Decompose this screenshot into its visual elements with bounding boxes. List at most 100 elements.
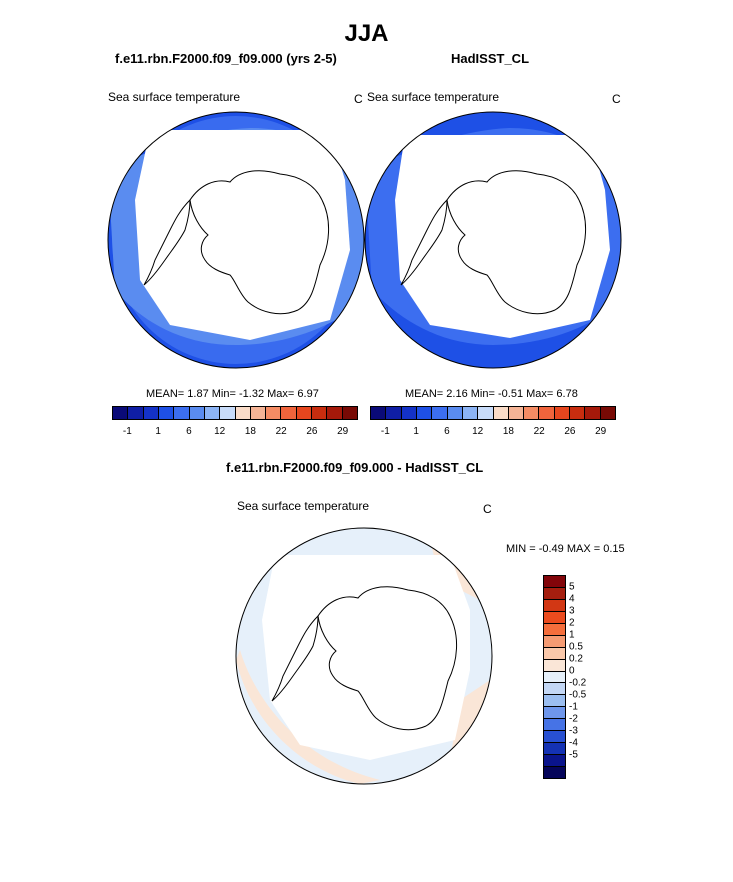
min-label: Min= bbox=[470, 388, 495, 400]
colorbar-swatch bbox=[544, 576, 565, 588]
panel1-units: C bbox=[354, 92, 363, 106]
colorbar-tick-label: 26 bbox=[306, 426, 318, 437]
figure-title: JJA bbox=[344, 20, 389, 47]
colorbar-swatch bbox=[600, 407, 615, 419]
panel3-max: 0.15 bbox=[603, 543, 625, 555]
colorbar-swatch bbox=[544, 695, 565, 708]
colorbar-tick-label: -1 bbox=[380, 426, 390, 437]
mean-label: MEAN= bbox=[146, 388, 185, 400]
panel2-mean: 2.16 bbox=[446, 388, 468, 400]
colorbar-swatch bbox=[478, 407, 494, 419]
colorbar-tick-label: 18 bbox=[502, 426, 514, 437]
colorbar-tick-label: 12 bbox=[472, 426, 484, 437]
panel2-title: HadISST_CL bbox=[451, 51, 530, 66]
colorbar-tick-label: -1 bbox=[122, 426, 132, 437]
colorbar-tick-label: 0.5 bbox=[569, 641, 583, 653]
colorbar-swatch bbox=[544, 659, 565, 672]
colorbar-tick-label: 0 bbox=[569, 665, 575, 677]
mean-label: MEAN= bbox=[405, 388, 444, 400]
colorbar-swatch bbox=[585, 407, 601, 419]
colorbar-tick-label: 29 bbox=[337, 426, 349, 437]
panel1-title: f.e11.rbn.F2000.f09_f09.000 (yrs 2-5) bbox=[115, 51, 337, 66]
panel2-variable: Sea surface temperature bbox=[367, 90, 500, 104]
colorbar-tick-label: -0.2 bbox=[569, 677, 587, 689]
colorbar-tick-label: 6 bbox=[186, 426, 192, 437]
max-label: Max= bbox=[526, 388, 554, 400]
panel3-min: -0.49 bbox=[538, 543, 564, 555]
colorbar-swatch bbox=[204, 407, 221, 419]
colorbar-swatch bbox=[312, 407, 328, 419]
colorbar-swatch bbox=[570, 407, 586, 419]
colorbar-swatch bbox=[544, 635, 565, 648]
colorbar-swatch bbox=[544, 719, 565, 732]
diff-max-label: MAX = bbox=[566, 543, 601, 555]
colorbar-swatch bbox=[544, 623, 565, 636]
colorbar-diff bbox=[543, 575, 566, 779]
colorbar-tick-label: 5 bbox=[569, 581, 575, 593]
colorbar-swatch bbox=[128, 407, 144, 419]
colorbar-tick-label: -2 bbox=[569, 713, 578, 725]
colorbar-swatch bbox=[524, 407, 540, 419]
colorbar-tick-label: 18 bbox=[244, 426, 256, 437]
colorbar-swatch bbox=[544, 731, 565, 744]
colorbar-swatch bbox=[371, 407, 387, 419]
panel1-variable: Sea surface temperature bbox=[108, 90, 241, 104]
panel1-mean: 1.87 bbox=[187, 388, 209, 400]
colorbar-swatch bbox=[508, 407, 525, 419]
panel3-stats: MIN = -0.49 MAX = 0.15 bbox=[506, 543, 625, 555]
colorbar-swatch bbox=[113, 407, 129, 419]
colorbar-swatch bbox=[493, 407, 509, 419]
colorbar-swatch bbox=[386, 407, 402, 419]
colorbar-swatch bbox=[189, 407, 205, 419]
colorbar-swatch bbox=[544, 599, 565, 612]
colorbar-swatch bbox=[447, 407, 463, 419]
panel1-stats: MEAN= 1.87 Min= -1.32 Max= 6.97 bbox=[146, 388, 319, 400]
colorbar-swatch bbox=[158, 407, 175, 419]
colorbar-tick-label: 3 bbox=[569, 605, 575, 617]
colorbar-swatch bbox=[544, 611, 565, 624]
colorbar-tick-label: 26 bbox=[564, 426, 576, 437]
colorbar-tick-label: 2 bbox=[569, 617, 575, 629]
colorbar-swatch bbox=[416, 407, 433, 419]
colorbar-swatch bbox=[544, 755, 565, 767]
colorbar-tick-label: 1 bbox=[413, 426, 419, 437]
colorbar-swatch bbox=[235, 407, 251, 419]
colorbar-swatch bbox=[544, 767, 565, 778]
panel2-max: 6.78 bbox=[556, 388, 578, 400]
colorbar-tick-label: 12 bbox=[214, 426, 226, 437]
colorbar-swatch bbox=[174, 407, 190, 419]
colorbar-tick-label: -5 bbox=[569, 749, 578, 761]
panel3-units: C bbox=[483, 502, 492, 516]
colorbar-tick-label: 22 bbox=[533, 426, 545, 437]
colorbar-swatch bbox=[462, 407, 479, 419]
colorbar-tick-label: 29 bbox=[595, 426, 607, 437]
colorbar-swatch bbox=[544, 671, 565, 684]
colorbar-swatch bbox=[544, 587, 565, 600]
colorbar-swatch bbox=[544, 743, 565, 756]
colorbar-swatch bbox=[296, 407, 313, 419]
colorbar-tick-label: 6 bbox=[444, 426, 450, 437]
colorbar-swatch bbox=[143, 407, 159, 419]
colorbar-swatch bbox=[250, 407, 267, 419]
colorbar-tick-label: -4 bbox=[569, 737, 578, 749]
colorbar-tick-label: 22 bbox=[275, 426, 287, 437]
colorbar-swatch bbox=[432, 407, 448, 419]
colorbar-swatch bbox=[266, 407, 282, 419]
panel3-variable: Sea surface temperature bbox=[237, 499, 370, 513]
panel2-units: C bbox=[612, 92, 621, 106]
colorbar-swatch bbox=[327, 407, 343, 419]
panel2-stats: MEAN= 2.16 Min= -0.51 Max= 6.78 bbox=[405, 388, 578, 400]
colorbar-tick-label: 4 bbox=[569, 593, 575, 605]
panel1-max: 6.97 bbox=[297, 388, 319, 400]
panel2-min: -0.51 bbox=[497, 388, 524, 400]
panel3-title: f.e11.rbn.F2000.f09_f09.000 - HadISST_CL bbox=[226, 460, 484, 475]
panel1-min: -1.32 bbox=[238, 388, 265, 400]
colorbar-tick-label: 1 bbox=[569, 629, 575, 641]
max-label: Max= bbox=[267, 388, 295, 400]
colorbar-tick-label: -1 bbox=[569, 701, 578, 713]
min-label: Min= bbox=[211, 388, 236, 400]
diff-min-label: MIN = bbox=[506, 543, 536, 555]
colorbar-swatch bbox=[544, 647, 565, 660]
colorbar-swatch bbox=[539, 407, 555, 419]
